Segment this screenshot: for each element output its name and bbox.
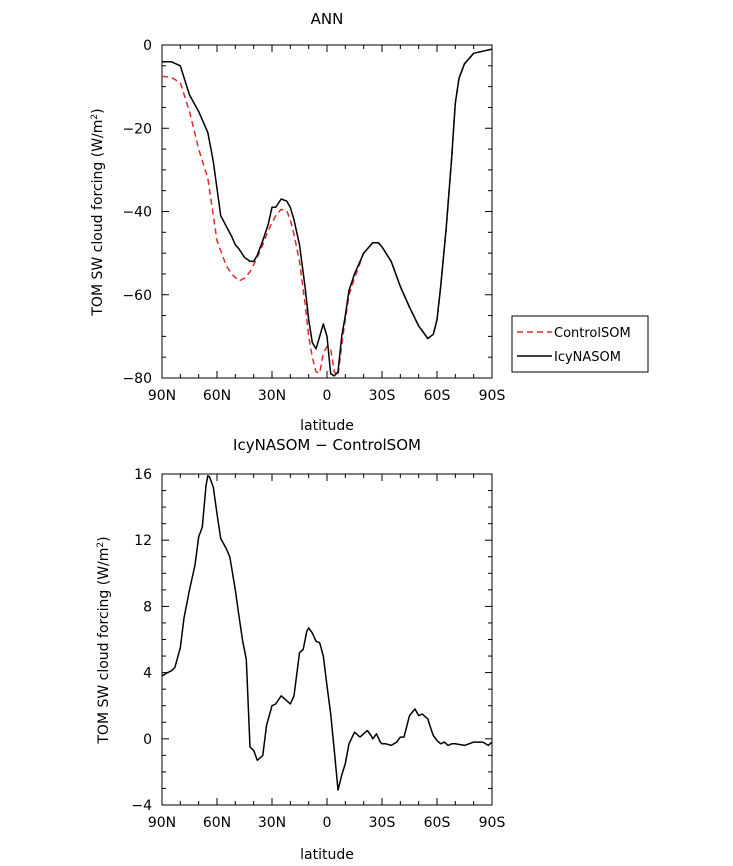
bottom-y-axis-label-end: ) [96, 536, 112, 541]
top-x-tick-label: 90N [148, 388, 176, 404]
bottom-x-tick-label: 30N [258, 815, 286, 831]
top-x-tick-label: 60S [424, 388, 451, 404]
bottom-plot-area: 90N 60N 30N 0 30S 60S 90S 16 12 8 4 0 −4 [131, 467, 505, 831]
top-chart-title: ANN [311, 10, 344, 28]
top-series-controlsom-line [161, 48, 493, 377]
legend-entry-controlsom: ControlSOM [554, 326, 631, 341]
top-y-tick-label: −20 [122, 121, 152, 137]
top-y-axis-label-main: TOM SW cloud forcing (W/m [90, 120, 106, 317]
bottom-x-tick-label: 30S [369, 815, 396, 831]
top-plot-frame [161, 44, 493, 379]
top-y-axis-label-sup: 2 [90, 114, 100, 120]
bottom-y-axis-label-main: TOM SW cloud forcing (W/m [96, 548, 112, 745]
top-y-axis-label-end: ) [90, 108, 106, 113]
top-x-tick-label: 60N [203, 388, 231, 404]
top-legend: ControlSOM IcyNASOM [511, 315, 649, 373]
bottom-x-tick-label: 60S [424, 815, 451, 831]
top-y-axis-label: TOM SW cloud forcing (W/m2) [90, 108, 106, 316]
top-plot-area: 90N 60N 30N 0 30S 60S 90S 0 −20 −40 −60 −80 [122, 38, 505, 404]
bottom-x-axis-label: latitude [300, 847, 354, 863]
top-y-tick-label: −60 [122, 288, 152, 304]
bottom-plot-frame [161, 473, 493, 806]
bottom-y-tick-label: −4 [131, 798, 152, 814]
bottom-x-tick-label: 90S [479, 815, 506, 831]
legend-entry-icynasom: IcyNASOM [554, 350, 621, 365]
bottom-y-tick-label: 0 [143, 732, 152, 748]
top-panel: ANN 90N 60N 30N 0 30S 60S 90S 0 −20 −40 −60 −80 lat… [90, 10, 649, 434]
bottom-chart-title: IcyNASOM − ControlSOM [233, 436, 421, 454]
top-x-tick-label: 30S [369, 388, 396, 404]
bottom-x-tick-label: 0 [323, 815, 332, 831]
bottom-y-tick-label: 8 [143, 599, 152, 615]
bottom-y-tick-label: 12 [134, 533, 152, 549]
top-x-tick-label: 30N [258, 388, 286, 404]
top-x-axis-label: latitude [300, 418, 354, 434]
top-x-tick-label: 0 [323, 388, 332, 404]
bottom-x-tick-label: 90N [148, 815, 176, 831]
bottom-x-tick-label: 60N [203, 815, 231, 831]
bottom-series-difference-line [161, 474, 493, 791]
top-y-tick-label: −80 [122, 371, 152, 387]
legend-box [511, 315, 649, 373]
bottom-y-axis-label-sup: 2 [96, 542, 106, 548]
bottom-y-tick-label: 16 [134, 467, 152, 483]
top-series-icynasom-line [162, 48, 493, 377]
top-y-tick-label: 0 [143, 38, 152, 54]
top-x-tick-label: 90S [479, 388, 506, 404]
bottom-y-tick-label: 4 [143, 666, 152, 682]
bottom-panel: IcyNASOM − ControlSOM 90N 60N 30N 0 30S 60S 90… [96, 436, 505, 863]
bottom-y-axis-label: TOM SW cloud forcing (W/m2) [96, 536, 112, 744]
top-y-tick-label: −40 [122, 205, 152, 221]
